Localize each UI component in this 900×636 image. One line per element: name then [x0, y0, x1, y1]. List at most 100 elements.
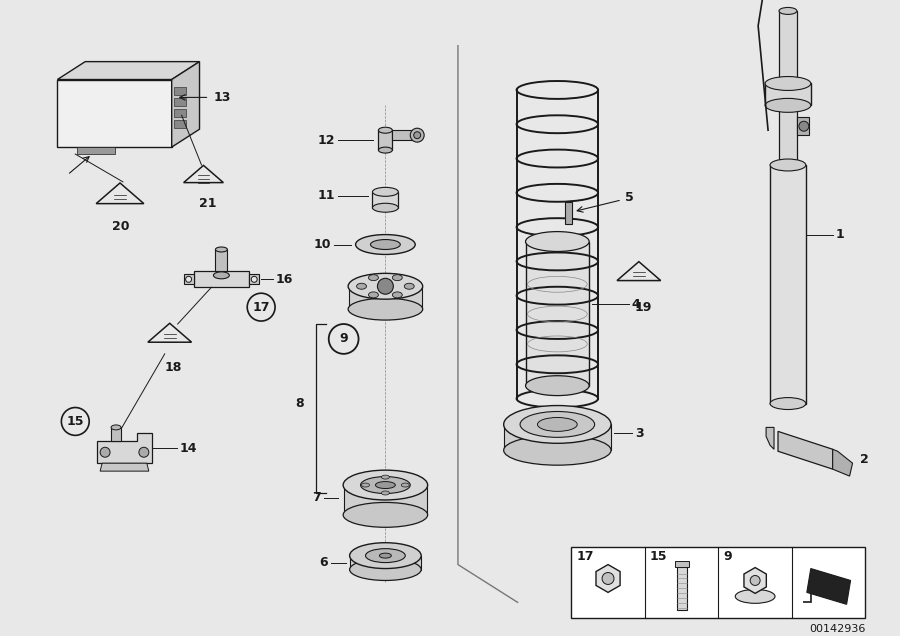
- Ellipse shape: [504, 436, 611, 465]
- Bar: [770, 165, 806, 404]
- Ellipse shape: [414, 132, 420, 139]
- Polygon shape: [184, 274, 194, 284]
- Ellipse shape: [765, 76, 811, 90]
- Polygon shape: [249, 274, 259, 284]
- Ellipse shape: [215, 247, 228, 252]
- Polygon shape: [58, 62, 200, 80]
- Bar: [174, 99, 185, 106]
- Bar: [111, 427, 121, 441]
- Bar: [565, 202, 572, 224]
- Text: 9: 9: [339, 333, 348, 345]
- Bar: [779, 11, 796, 165]
- Ellipse shape: [368, 292, 378, 298]
- Bar: [392, 130, 414, 140]
- Bar: [373, 192, 399, 208]
- Text: 15: 15: [650, 550, 667, 563]
- Ellipse shape: [404, 283, 414, 289]
- Ellipse shape: [380, 553, 392, 558]
- Polygon shape: [172, 62, 200, 147]
- Text: 9: 9: [724, 550, 732, 563]
- Ellipse shape: [343, 502, 427, 527]
- Circle shape: [377, 279, 393, 294]
- Bar: [344, 485, 428, 515]
- Ellipse shape: [375, 481, 395, 488]
- Circle shape: [248, 293, 275, 321]
- Circle shape: [602, 572, 614, 584]
- Ellipse shape: [348, 298, 423, 320]
- Circle shape: [251, 276, 257, 282]
- Ellipse shape: [365, 549, 405, 563]
- Bar: [572, 547, 866, 618]
- Bar: [77, 147, 115, 154]
- Bar: [796, 117, 809, 135]
- Text: 18: 18: [165, 361, 182, 374]
- Circle shape: [799, 121, 809, 131]
- Bar: [675, 560, 688, 567]
- Text: 20: 20: [112, 220, 130, 233]
- Polygon shape: [97, 433, 152, 463]
- Circle shape: [185, 276, 192, 282]
- Circle shape: [100, 447, 110, 457]
- Ellipse shape: [111, 425, 121, 430]
- Ellipse shape: [348, 273, 423, 299]
- Ellipse shape: [401, 483, 410, 487]
- Ellipse shape: [770, 398, 806, 410]
- Ellipse shape: [213, 272, 230, 279]
- Ellipse shape: [356, 283, 366, 289]
- Ellipse shape: [373, 188, 399, 197]
- Bar: [765, 83, 811, 106]
- Polygon shape: [832, 449, 852, 476]
- Ellipse shape: [526, 376, 590, 396]
- Bar: [504, 424, 611, 450]
- Ellipse shape: [349, 558, 421, 581]
- Text: 3: 3: [634, 427, 644, 440]
- Text: 21: 21: [199, 197, 216, 211]
- Bar: [174, 120, 185, 128]
- Bar: [526, 242, 590, 385]
- Bar: [349, 556, 421, 570]
- Ellipse shape: [362, 483, 370, 487]
- Text: 4: 4: [632, 298, 641, 310]
- Ellipse shape: [770, 159, 806, 171]
- Ellipse shape: [537, 417, 577, 431]
- Ellipse shape: [382, 475, 390, 479]
- Polygon shape: [744, 567, 766, 593]
- Circle shape: [328, 324, 358, 354]
- Ellipse shape: [378, 127, 392, 133]
- Ellipse shape: [373, 204, 399, 212]
- Bar: [677, 567, 687, 611]
- Text: 13: 13: [213, 91, 230, 104]
- Text: 14: 14: [180, 442, 197, 455]
- Ellipse shape: [410, 128, 424, 142]
- Bar: [174, 109, 185, 117]
- Ellipse shape: [526, 232, 590, 251]
- Polygon shape: [596, 565, 620, 592]
- Polygon shape: [766, 427, 774, 449]
- Text: 5: 5: [625, 191, 634, 204]
- Ellipse shape: [349, 543, 421, 569]
- Text: 19: 19: [634, 301, 652, 314]
- Polygon shape: [58, 80, 172, 147]
- Bar: [215, 249, 228, 272]
- Text: 6: 6: [320, 556, 328, 569]
- Text: 2: 2: [860, 453, 868, 466]
- Ellipse shape: [520, 411, 595, 438]
- Ellipse shape: [392, 275, 402, 280]
- Ellipse shape: [779, 8, 796, 15]
- Polygon shape: [778, 431, 833, 469]
- Text: 12: 12: [317, 134, 335, 147]
- Polygon shape: [806, 569, 850, 604]
- Bar: [174, 88, 185, 95]
- Circle shape: [751, 576, 760, 586]
- Bar: [378, 130, 392, 150]
- Circle shape: [139, 447, 148, 457]
- Text: 15: 15: [67, 415, 84, 428]
- Ellipse shape: [368, 275, 378, 280]
- Text: 16: 16: [276, 273, 293, 286]
- Ellipse shape: [392, 292, 402, 298]
- Ellipse shape: [378, 147, 392, 153]
- Text: 17: 17: [576, 550, 594, 563]
- Text: 11: 11: [317, 190, 335, 202]
- Ellipse shape: [343, 470, 427, 500]
- Ellipse shape: [361, 476, 410, 494]
